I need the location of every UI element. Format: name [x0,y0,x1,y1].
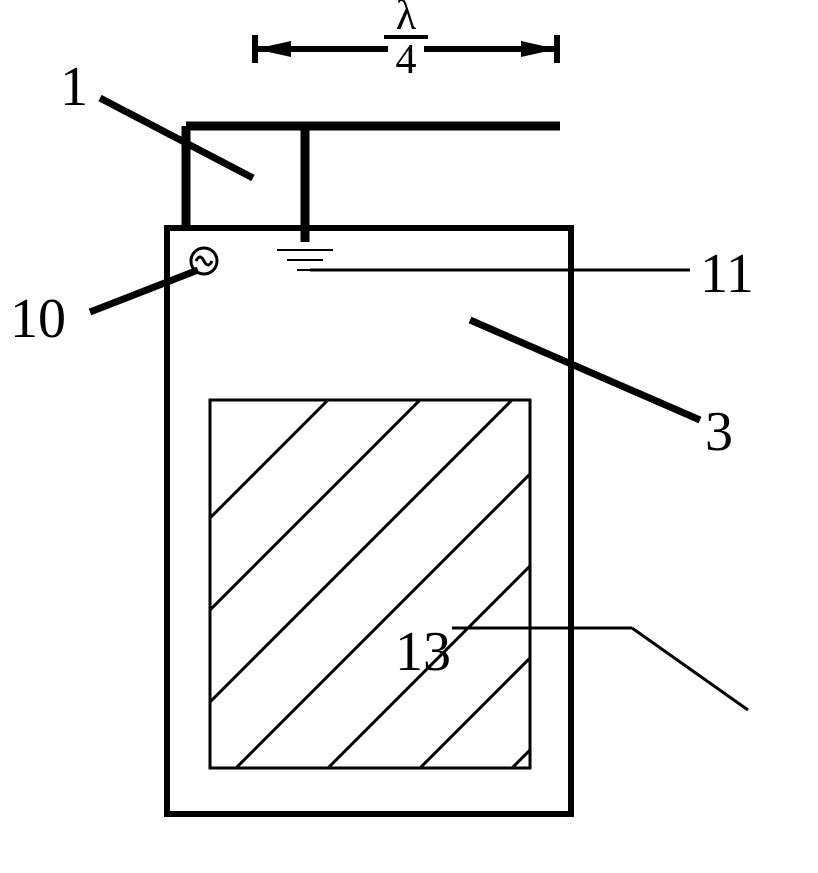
svg-text:4: 4 [396,37,417,83]
svg-text:λ: λ [396,0,417,39]
label-3: 3 [705,401,733,463]
label-13: 13 [395,621,451,683]
label-1: 1 [60,56,88,118]
antenna-diagram: λ4 1 10 11 3 13 [0,0,818,873]
label-10: 10 [10,288,66,350]
label-11: 11 [700,243,754,305]
